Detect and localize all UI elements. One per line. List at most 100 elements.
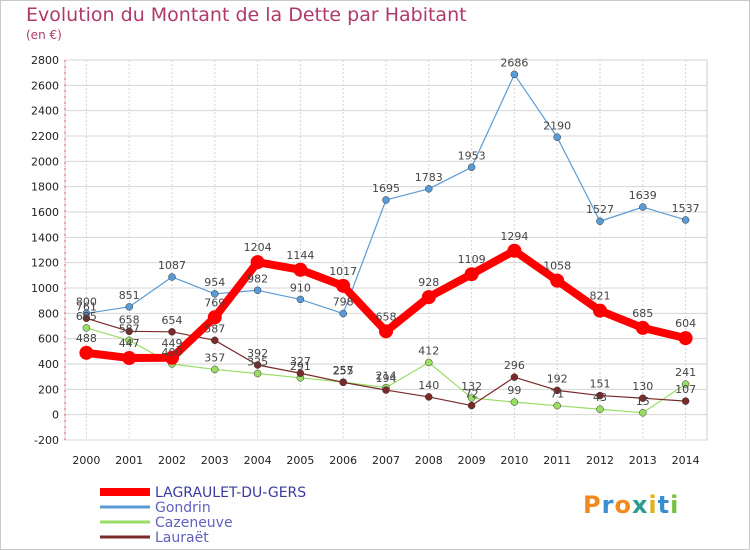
x-tick-label: 2001 (115, 454, 143, 467)
data-label: 1017 (329, 265, 357, 278)
chart-subtitle: (en €) (26, 28, 62, 42)
data-label: 1783 (415, 171, 443, 184)
data-label: 449 (162, 337, 183, 350)
data-point (293, 262, 308, 277)
data-point (421, 290, 436, 305)
data-label: 1537 (672, 202, 700, 215)
x-tick-label: 2013 (629, 454, 657, 467)
data-point (510, 70, 519, 79)
y-tick-label: 1600 (31, 206, 59, 219)
data-point (125, 303, 133, 311)
x-tick-label: 2005 (286, 454, 314, 467)
x-tick-label: 2011 (543, 454, 571, 467)
data-label: 43 (593, 391, 607, 404)
data-label: 658 (119, 313, 140, 326)
data-label: 2190 (543, 119, 571, 132)
data-point (211, 336, 219, 345)
data-label: 15 (636, 395, 650, 408)
proxiti-logo: Proxiti (583, 491, 680, 519)
data-label: 194 (376, 372, 397, 385)
data-point (510, 373, 519, 381)
data-label: 1695 (372, 182, 400, 195)
x-tick-label: 2004 (244, 454, 272, 467)
data-label: 910 (290, 281, 311, 294)
data-label: 800 (76, 295, 97, 308)
data-point (464, 267, 479, 282)
chart-title: Evolution du Montant de la Dette par Hab… (26, 4, 467, 26)
data-point (553, 401, 561, 410)
data-label: 488 (76, 332, 97, 345)
x-tick-label: 2009 (458, 454, 486, 467)
data-label: 132 (461, 380, 482, 393)
data-point (82, 324, 91, 332)
data-label: 1204 (244, 241, 272, 254)
data-label: 851 (119, 289, 140, 302)
y-tick-label: -200 (34, 434, 59, 447)
data-label: 257 (333, 364, 354, 377)
data-label: 658 (376, 310, 397, 323)
data-label: 130 (632, 380, 653, 393)
data-labels: 800 851 1087 954 982 910 798 1695 1783 1953 2686 21… (76, 56, 700, 407)
data-label: 151 (590, 378, 611, 391)
x-tick-label: 2000 (72, 454, 100, 467)
x-tick-label: 2012 (586, 454, 614, 467)
data-label: 327 (290, 355, 311, 368)
legend-label: Gondrin (155, 500, 211, 516)
data-label: 769 (204, 296, 225, 309)
data-point (211, 290, 219, 298)
data-label: 1294 (500, 230, 528, 243)
data-point (425, 358, 433, 367)
data-label: 291 (290, 360, 311, 373)
data-label: 140 (418, 379, 439, 392)
data-point (681, 216, 690, 224)
data-point (639, 394, 647, 402)
data-label: 107 (675, 383, 696, 396)
x-tick-label: 2014 (672, 454, 700, 467)
data-label: 1527 (586, 203, 614, 216)
data-label: 798 (333, 296, 354, 309)
y-tick-label: 1200 (31, 257, 59, 270)
x-tick-label: 2010 (500, 454, 528, 467)
data-label: 982 (247, 272, 268, 285)
data-point (467, 163, 476, 172)
legend-label: Cazeneuve (155, 515, 233, 531)
data-point (253, 361, 262, 369)
data-point (211, 365, 219, 374)
data-point (125, 336, 133, 345)
data-point (635, 320, 650, 335)
data-point (553, 133, 561, 142)
grid-lines (64, 59, 708, 441)
data-point (339, 378, 347, 387)
data-point (467, 401, 476, 410)
data-point (553, 386, 561, 395)
data-label: 400 (162, 346, 183, 359)
y-tick-label: 2000 (31, 155, 59, 168)
data-point (596, 217, 604, 225)
data-point (339, 309, 347, 318)
data-point (639, 409, 647, 417)
legend-label: LAGRAULET-DU-GERS (155, 485, 306, 501)
data-label: 71 (550, 388, 564, 401)
data-label: 1109 (458, 253, 486, 266)
data-label: 1058 (543, 260, 571, 273)
y-tick-label: 2600 (31, 79, 59, 92)
data-point (382, 196, 390, 204)
data-point (165, 350, 179, 365)
x-tick-label: 2006 (329, 454, 357, 467)
data-point (382, 386, 390, 394)
data-point (425, 393, 433, 401)
data-label: 1144 (286, 249, 314, 262)
data-point (336, 278, 351, 293)
y-tick-label: 2400 (31, 105, 59, 118)
data-label: 954 (204, 276, 225, 289)
y-tick-label: 1000 (31, 282, 59, 295)
data-point (681, 397, 690, 405)
data-label: 654 (162, 314, 183, 327)
y-tick-label: 800 (38, 307, 59, 320)
data-point (550, 273, 565, 288)
data-label: 1953 (458, 149, 486, 162)
data-label: 2686 (500, 56, 528, 69)
data-label: 255 (333, 364, 354, 377)
